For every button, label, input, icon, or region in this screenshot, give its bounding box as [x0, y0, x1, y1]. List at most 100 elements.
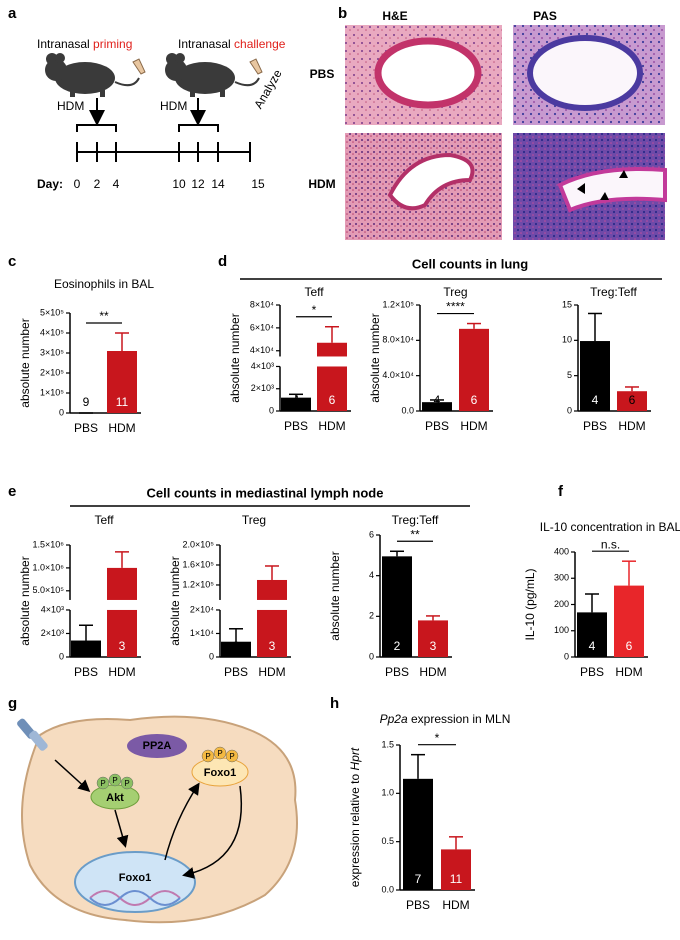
column-label: H&E: [382, 9, 407, 23]
y-label-text: absolute number: [18, 318, 32, 407]
sample-size: 4: [293, 393, 300, 407]
bar: [614, 585, 644, 657]
day-label: Day:: [37, 177, 63, 191]
x-tick-label: PBS: [406, 898, 430, 912]
x-tick-label: HDM: [442, 898, 469, 912]
title-text: Treg: [242, 513, 266, 527]
phospho-label: P: [124, 779, 129, 788]
hdm-label: HDM: [57, 99, 84, 113]
micrograph: [513, 133, 667, 240]
day-number: 2: [94, 177, 101, 191]
y-tick-label: 2: [369, 611, 374, 621]
panel-letter: h: [330, 695, 339, 712]
pipette-icon: [249, 58, 263, 75]
x-tick-label: PBS: [284, 419, 308, 433]
y-tick-label: 0: [369, 651, 374, 661]
mouse-icon: [45, 53, 140, 97]
y-tick-label: 0: [567, 405, 572, 415]
phospho-site: [108, 773, 122, 787]
bracket: [178, 124, 219, 132]
y-axis-label: absolute number: [328, 551, 342, 640]
panel-letter: f: [558, 483, 564, 500]
x-tick-label: PBS: [583, 419, 607, 433]
significance-label: **: [410, 527, 420, 541]
sample-size: 6: [329, 393, 336, 407]
group-header: Cell counts in mediastinal lymph node: [147, 485, 384, 500]
micrograph: [345, 133, 502, 240]
y-axis-label: absolute number: [228, 313, 242, 402]
bar: [317, 342, 347, 411]
y-axis-label: IL-10 (pg/mL): [523, 568, 537, 640]
phospho-label: P: [229, 752, 234, 761]
hdm-label: HDM: [160, 99, 187, 113]
y-tick-label: 200: [554, 599, 569, 609]
title-text: Treg:Teff: [392, 513, 439, 527]
phospho-label: P: [100, 779, 105, 788]
y-axis-label: absolute number: [168, 556, 182, 645]
y-label-text: absolute number: [168, 556, 182, 645]
column-label: PAS: [533, 9, 557, 23]
significance-label: *: [312, 303, 317, 317]
significance-label: *: [435, 731, 440, 745]
panel-letter: b: [338, 5, 347, 22]
phospho-label: P: [112, 776, 117, 785]
sample-size: 11: [116, 395, 129, 409]
chart-title: Treg:Teff: [590, 285, 637, 299]
sample-size: 3: [269, 639, 276, 653]
y-tick-label: 1.5: [381, 739, 394, 749]
y-tick-label: 10: [562, 335, 572, 345]
y-axis-label: absolute number: [18, 556, 32, 645]
foxo1-label: Foxo1: [119, 872, 151, 884]
analyze-label: Analyze: [251, 67, 285, 111]
phospho-label: P: [205, 752, 210, 761]
chart-title: Pp2a expression in MLN: [380, 712, 511, 726]
title-italic: Pp2a: [380, 712, 408, 726]
chart-title: Treg: [443, 285, 467, 299]
chart-title: Teff: [304, 285, 324, 299]
mouse-icon: [165, 53, 260, 97]
panel-letter: g: [8, 695, 17, 712]
y-tick-label: 0: [269, 405, 274, 415]
title-text: Eosinophils in BAL: [54, 277, 154, 291]
day-number: 12: [191, 177, 205, 191]
y-tick-label: 0: [59, 407, 64, 417]
sample-size: 6: [626, 639, 633, 653]
micrograph: [513, 25, 665, 125]
title-text: Teff: [304, 285, 324, 299]
y-tick-label: 5.0×10⁵: [32, 585, 64, 595]
day-number: 10: [172, 177, 186, 191]
sample-size: 11: [450, 872, 463, 886]
y-tick-label: 300: [554, 573, 569, 583]
y-tick-label: 1.2×10⁵: [182, 579, 214, 589]
title-text: Treg: [443, 285, 467, 299]
phospho-label: P: [217, 749, 222, 758]
challenge-prefix: Intranasal: [178, 37, 231, 51]
x-tick-label: PBS: [74, 665, 98, 679]
bar: [418, 620, 448, 657]
x-tick-label: HDM: [258, 665, 285, 679]
y-tick-label: 2×10⁴: [190, 604, 214, 614]
bar: [422, 402, 452, 411]
y-tick-label: 1×10⁴: [190, 628, 214, 638]
x-tick-label: HDM: [618, 419, 645, 433]
y-tick-label: 3×10⁵: [40, 347, 64, 357]
significance-label: ****: [446, 300, 465, 314]
histology-panel: H&E PAS PBS HDM: [308, 9, 667, 240]
y-label-text: IL-10 (pg/mL): [523, 568, 537, 640]
pipette-icon: [132, 58, 146, 75]
y-label-text: absolute number: [228, 313, 242, 402]
bar: [403, 778, 433, 890]
bar: [577, 612, 607, 657]
y-label-text: expression relative to: [348, 773, 362, 887]
y-tick-label: 0: [564, 651, 569, 661]
sample-size: 2: [233, 639, 240, 653]
y-tick-label: 2.0×10⁵: [182, 539, 214, 549]
foxo1-label: Foxo1: [204, 767, 236, 779]
title-text: Treg:Teff: [590, 285, 637, 299]
chart-title: IL-10 concentration in BAL: [540, 520, 680, 534]
y-tick-label: 4.0×10⁴: [382, 370, 414, 380]
sample-size: 3: [119, 639, 126, 653]
chart-title: Teff: [94, 513, 114, 527]
y-tick-label: 1.6×10⁵: [182, 559, 214, 569]
sample-size: 6: [471, 393, 478, 407]
